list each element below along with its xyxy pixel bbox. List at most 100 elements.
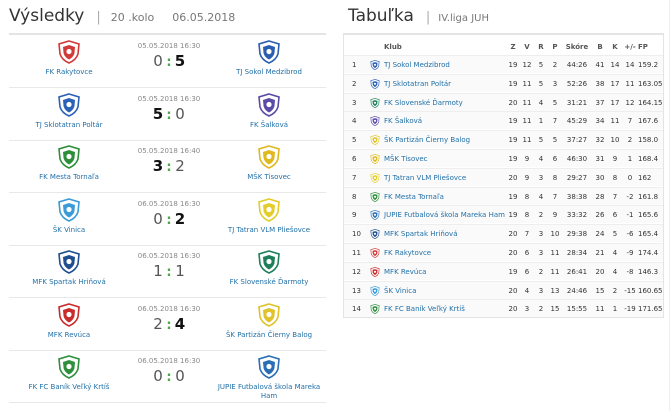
match-center[interactable]: 06.05.2018 16:30 1:1 <box>119 246 219 282</box>
col-points[interactable]: B <box>597 43 603 51</box>
col-score[interactable]: Skóre <box>565 43 589 51</box>
club-crest-icon[interactable] <box>257 302 281 327</box>
cell-club-name[interactable]: ŠK Vinica <box>384 286 417 295</box>
col-draws[interactable]: R <box>538 43 544 51</box>
away-team-name[interactable]: FK Šalková <box>249 120 289 129</box>
club-crest-icon[interactable] <box>257 197 281 222</box>
col-wins[interactable]: V <box>524 43 530 51</box>
away-team-name[interactable]: MŠK Tisovec <box>247 173 291 181</box>
away-team[interactable]: FK Slovenské Ďarmoty <box>214 250 324 287</box>
match-row[interactable]: FK Rakytovce 05.05.2018 16:30 0:5 TJ Sokol … <box>9 36 326 88</box>
club-crest-icon[interactable] <box>370 116 380 127</box>
club-crest-icon[interactable] <box>370 135 380 146</box>
match-row[interactable]: MFK Spartak Hriňová 06.05.2018 16:30 1:1 FK… <box>9 246 326 298</box>
home-team[interactable]: TJ Sklotatran Poltár <box>14 92 124 130</box>
club-crest-icon[interactable] <box>257 92 281 117</box>
match-score[interactable]: 5:0 <box>119 105 219 125</box>
table-row[interactable]: 12 MFK Revúca 19 6 2 11 26:41 20 4 -8 146.3 <box>344 261 663 280</box>
match-score[interactable]: 0:2 <box>119 210 219 230</box>
cell-club-name[interactable]: MŠK Tisovec <box>384 155 428 163</box>
club-crest-icon[interactable] <box>57 40 81 64</box>
club-crest-icon[interactable] <box>57 145 81 169</box>
home-team[interactable]: ŠK Vinica <box>14 197 124 235</box>
match-center[interactable]: 05.05.2018 16:30 5:0 <box>119 89 219 125</box>
cell-club-name[interactable]: MFK Revúca <box>384 267 427 276</box>
home-team-name[interactable]: FK Mesta Tornaľa <box>39 173 99 181</box>
cell-club-name[interactable]: FK FC Baník Veľký Krtíš <box>384 305 465 314</box>
away-team[interactable]: FK Šalková <box>214 92 324 130</box>
club-crest-icon[interactable] <box>257 250 281 274</box>
col-played[interactable]: Z <box>510 43 516 51</box>
table-row[interactable]: 11 FK Rakytovce 20 6 3 11 28:34 21 4 -9 174.4 <box>344 243 663 261</box>
col-plus-minus[interactable]: +/- <box>624 43 636 51</box>
col-losses[interactable]: P <box>552 43 558 51</box>
home-team-name[interactable]: ŠK Vinica <box>52 225 86 234</box>
cell-club-name[interactable]: FK Rakytovce <box>384 249 432 257</box>
table-row[interactable]: 1 TJ Sokol Medzibrod 19 12 5 2 44:26 41 14 14 159.… <box>344 55 663 73</box>
away-team-name[interactable]: TJ Sokol Medzibrod <box>236 68 302 76</box>
away-team[interactable]: TJ Sokol Medzibrod <box>214 40 324 77</box>
match-row[interactable]: FK Mesta Tornaľa 05.05.2018 16:40 3:2 MŠK T… <box>9 141 326 193</box>
club-crest-icon[interactable] <box>57 197 81 222</box>
col-k[interactable]: K <box>612 43 618 51</box>
club-crest-icon[interactable] <box>370 248 380 258</box>
match-score[interactable]: 2:4 <box>119 315 219 335</box>
table-row[interactable]: 5 ŠK Partizán Čierny Balog 19 11 5 5 37:27 32 10… <box>344 130 663 149</box>
away-team-name[interactable]: FK Slovenské Ďarmoty <box>229 278 309 286</box>
home-team-name[interactable]: MFK Revúca <box>47 330 91 339</box>
match-row[interactable]: ŠK Vinica 06.05.2018 16:30 0:2 TJ Tatran VL… <box>9 194 326 246</box>
table-row[interactable]: 13 ŠK Vinica 20 4 3 13 24:46 15 2 -15 160.65 <box>344 280 663 299</box>
match-center[interactable]: 05.05.2018 16:30 0:5 <box>119 36 219 72</box>
home-team-name[interactable]: MFK Spartak Hriňová <box>32 278 106 286</box>
col-fair-play[interactable]: FP <box>638 43 648 51</box>
table-row[interactable]: 10 MFK Spartak Hriňová 20 7 3 10 29:38 24 5 -6 165… <box>344 224 663 243</box>
match-score[interactable]: 0:0 <box>119 367 219 387</box>
club-crest-icon[interactable] <box>257 355 281 379</box>
away-team-name[interactable]: JUPIE Futbalová škola Mareka Ham <box>217 383 321 400</box>
club-crest-icon[interactable] <box>370 285 380 296</box>
club-crest-icon[interactable] <box>370 191 380 202</box>
table-row[interactable]: 9 JUPIE Futbalová škola Mareka Ham 19 8 2 9 33… <box>344 205 663 224</box>
home-team[interactable]: FK Rakytovce <box>14 40 124 77</box>
home-team[interactable]: MFK Revúca <box>14 302 124 340</box>
club-crest-icon[interactable] <box>370 78 380 89</box>
table-row[interactable]: 2 TJ Sklotatran Poltár 19 11 5 3 52:26 38 17 11 16… <box>344 73 663 92</box>
table-row[interactable]: 7 TJ Tatran VLM Pliešovce 20 9 3 8 29:27 30 8 0 16… <box>344 167 663 186</box>
table-row[interactable]: 6 MŠK Tisovec 19 9 4 6 46:30 31 9 1 168.4 <box>344 149 663 167</box>
club-crest-icon[interactable] <box>57 302 81 327</box>
col-club[interactable]: Klub <box>384 43 402 51</box>
club-crest-icon[interactable] <box>370 304 380 315</box>
match-row[interactable]: FK FC Baník Veľký Krtíš 06.05.2018 16:30 0… <box>9 351 326 403</box>
home-team[interactable]: FK FC Baník Veľký Krtíš <box>14 355 124 392</box>
table-row[interactable]: 3 FK Slovenské Ďarmoty 20 11 4 5 31:21 37 17 12 16… <box>344 92 663 111</box>
home-team[interactable]: MFK Spartak Hriňová <box>14 250 124 287</box>
match-center[interactable]: 06.05.2018 16:30 0:2 <box>119 194 219 230</box>
away-team[interactable]: ŠK Partizán Čierny Balog <box>214 302 324 340</box>
table-row[interactable]: 14 FK FC Baník Veľký Krtíš 20 3 2 15 15:55 11 1-… <box>344 299 663 317</box>
cell-club-name[interactable]: FK Mesta Tornaľa <box>384 192 444 201</box>
home-team-name[interactable]: TJ Sklotatran Poltár <box>35 120 103 129</box>
club-crest-icon[interactable] <box>370 154 380 164</box>
away-team[interactable]: TJ Tatran VLM Pliešovce <box>214 197 324 235</box>
cell-club-name[interactable]: TJ Tatran VLM Pliešovce <box>384 173 467 182</box>
home-team-name[interactable]: FK Rakytovce <box>45 68 93 76</box>
home-team[interactable]: FK Mesta Tornaľa <box>14 145 124 182</box>
cell-club-name[interactable]: TJ Sklotatran Poltár <box>384 79 452 88</box>
cell-club-name[interactable]: FK Slovenské Ďarmoty <box>384 98 463 107</box>
match-score[interactable]: 3:2 <box>119 157 219 177</box>
match-score[interactable]: 1:1 <box>119 262 219 282</box>
club-crest-icon[interactable] <box>370 210 380 221</box>
club-crest-icon[interactable] <box>57 250 81 274</box>
away-team-name[interactable]: ŠK Partizán Čierny Balog <box>225 330 313 339</box>
club-crest-icon[interactable] <box>370 266 380 277</box>
club-crest-icon[interactable] <box>370 60 380 70</box>
away-team[interactable]: MŠK Tisovec <box>214 145 324 182</box>
away-team-name[interactable]: TJ Tatran VLM Pliešovce <box>227 225 311 234</box>
club-crest-icon[interactable] <box>370 229 380 240</box>
club-crest-icon[interactable] <box>370 172 380 183</box>
club-crest-icon[interactable] <box>257 40 281 64</box>
cell-club-name[interactable]: MFK Spartak Hriňová <box>384 230 458 239</box>
club-crest-icon[interactable] <box>57 355 81 379</box>
match-score[interactable]: 0:5 <box>119 52 219 72</box>
table-row[interactable]: 4 FK Šalková 19 11 1 7 45:29 34 11 7 167.6 <box>344 111 663 130</box>
